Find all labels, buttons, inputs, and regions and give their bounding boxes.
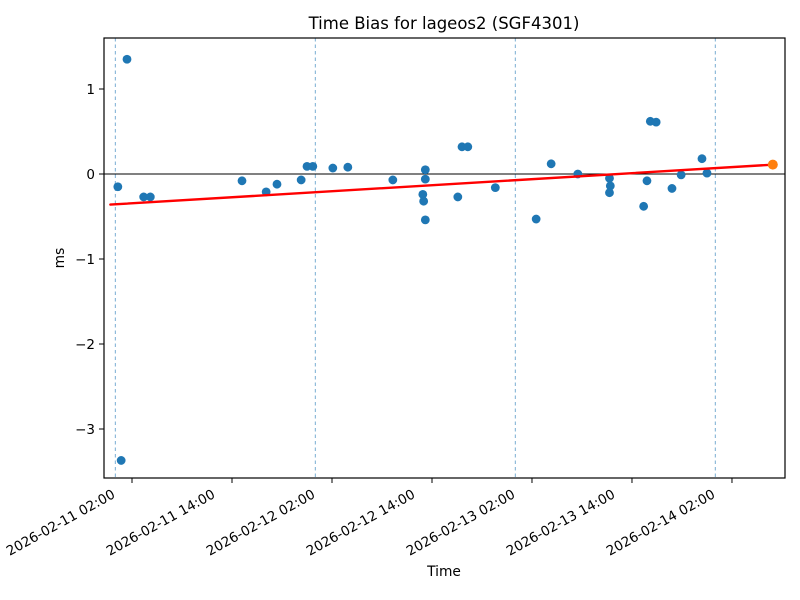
- x-axis-ticks: [131, 478, 733, 483]
- data-point: [122, 54, 132, 64]
- data-point: [420, 165, 430, 175]
- x-axis-title: Time: [426, 564, 461, 580]
- data-point: [418, 190, 428, 199]
- data-point: [463, 142, 473, 152]
- chart-title: Time Bias for lageos2 (SGF4301): [308, 14, 580, 33]
- data-point: [116, 456, 126, 465]
- data-point: [605, 188, 614, 198]
- data-point: [308, 161, 318, 171]
- x-tick-label: 2026-02-14 02:00: [604, 487, 718, 560]
- y-axis-ticks: [99, 88, 104, 430]
- data-point: [328, 163, 338, 173]
- data-point: [420, 174, 430, 184]
- data-point: [702, 168, 712, 178]
- prediction-data-point: [767, 159, 778, 170]
- x-tick-label: 2026-02-12 02:00: [204, 487, 318, 560]
- data-point: [639, 201, 649, 211]
- x-tick-label: 2026-02-13 02:00: [404, 487, 518, 560]
- x-tick-label: 2026-02-13 14:00: [504, 487, 618, 560]
- data-point: [419, 196, 429, 206]
- data-point: [113, 182, 123, 192]
- data-point: [676, 170, 686, 180]
- y-tick-label: −3: [75, 422, 95, 438]
- y-tick-label: −1: [75, 252, 95, 268]
- scatter-points: [113, 54, 712, 465]
- data-point: [145, 192, 155, 202]
- y-tick-label: 1: [86, 82, 95, 98]
- data-point: [667, 184, 677, 193]
- data-point: [531, 214, 541, 224]
- day-gridlines: [114, 38, 716, 478]
- data-point: [388, 175, 398, 185]
- data-point: [605, 181, 615, 191]
- y-tick-label: −2: [75, 337, 95, 353]
- data-point: [420, 215, 430, 225]
- data-point: [237, 176, 247, 186]
- y-axis-tick-labels: 1 0 −1 −2 −3: [75, 82, 95, 438]
- data-point: [272, 179, 282, 189]
- x-tick-label: 2026-02-11 14:00: [104, 487, 218, 560]
- x-tick-label: 2026-02-12 14:00: [304, 487, 418, 560]
- data-point: [343, 162, 353, 172]
- y-tick-label: 0: [86, 167, 95, 183]
- x-tick-label: 2026-02-11 02:00: [4, 487, 118, 560]
- prediction-point: [767, 159, 778, 170]
- data-point: [697, 154, 707, 164]
- data-point: [139, 192, 149, 202]
- data-point: [651, 117, 661, 127]
- data-point: [490, 183, 500, 193]
- axes-frame: [103, 37, 786, 479]
- data-point: [453, 192, 463, 202]
- data-point: [605, 173, 614, 183]
- plot-border: [103, 37, 786, 479]
- trend-line-segment: [109, 163, 775, 206]
- data-point: [546, 159, 556, 169]
- y-axis-title: ms: [52, 248, 68, 269]
- data-point: [642, 176, 652, 186]
- trend-line: [109, 163, 775, 206]
- data-point: [296, 175, 306, 185]
